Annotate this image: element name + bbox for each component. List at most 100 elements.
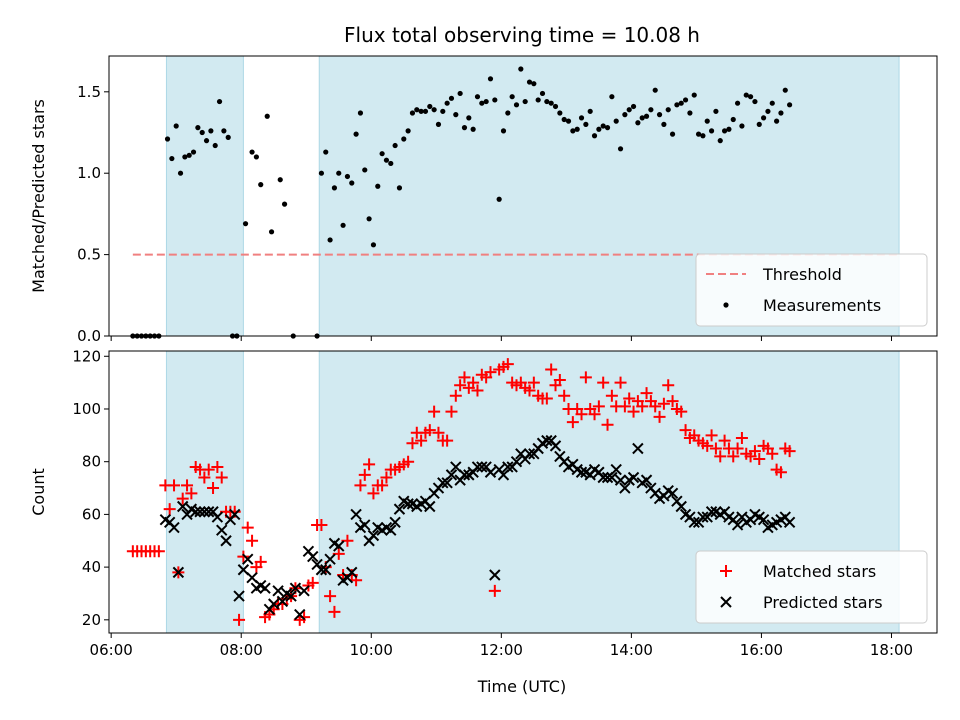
- matched-stars-point: [614, 376, 627, 389]
- matched-stars-point: [627, 405, 640, 418]
- measurement-point: [760, 115, 767, 121]
- matched-stars-point: [306, 576, 319, 589]
- y-tick-label: 60: [82, 505, 101, 523]
- predicted-stars-point: [385, 524, 397, 536]
- measurement-point: [704, 118, 710, 124]
- measurement-point: [617, 146, 624, 152]
- axes-frame: [108, 350, 938, 634]
- measurement-point: [539, 90, 546, 97]
- y-tick-label: 40: [82, 558, 101, 576]
- matched-stars-point: [181, 479, 194, 492]
- y-tick-label: 20: [82, 611, 101, 629]
- measurement-point: [565, 118, 572, 124]
- predicted-stars-point: [307, 550, 319, 563]
- matched-stars-point: [454, 379, 467, 392]
- matched-stars-point: [766, 447, 779, 460]
- predicted-stars-point: [285, 590, 297, 602]
- predicted-stars-point: [632, 442, 644, 455]
- measurement-point: [604, 125, 611, 131]
- predicted-stars-point: [458, 469, 471, 481]
- measurement-point: [661, 121, 667, 127]
- measurement-point: [522, 98, 528, 105]
- measurement-point: [652, 87, 658, 93]
- predicted-stars-point: [233, 590, 245, 602]
- measurement-point: [318, 170, 325, 176]
- measurement-point: [765, 108, 771, 114]
- predicted-stars-point: [176, 500, 189, 513]
- legend-label: Predicted stars: [763, 593, 883, 612]
- measurement-point: [639, 115, 645, 121]
- legend-measurements-handle: [723, 302, 729, 308]
- matched-stars-point: [735, 431, 748, 444]
- predicted-stars-point: [294, 608, 306, 621]
- matched-stars-point: [675, 405, 688, 418]
- matched-stars-point: [718, 434, 731, 447]
- predicted-stars-point: [229, 508, 241, 521]
- matched-stars-point: [198, 471, 211, 484]
- y-tick-label: 0.0: [77, 327, 101, 345]
- predicted-stars-point: [610, 463, 622, 476]
- predicted-stars-point: [259, 582, 271, 594]
- matched-stars-point: [363, 458, 376, 471]
- matched-stars-point: [783, 445, 796, 458]
- measurement-point: [444, 100, 450, 106]
- matched-stars-point: [449, 389, 462, 402]
- predicted-stars-point: [523, 448, 536, 460]
- measurement-point: [268, 229, 275, 235]
- measurement-point: [186, 152, 192, 158]
- matched-stars-point: [324, 590, 337, 603]
- series-predicted-stars: [159, 434, 796, 621]
- predicted-stars-point: [489, 569, 501, 581]
- predicted-stars-point: [393, 503, 406, 515]
- measurement-point: [249, 149, 255, 155]
- measurement-point: [414, 107, 420, 113]
- measurement-point: [370, 242, 377, 248]
- matched-stars-point: [207, 482, 220, 495]
- predicted-stars-point: [606, 471, 618, 484]
- predicted-stars-point: [476, 461, 488, 473]
- predicted-stars-point: [597, 471, 609, 484]
- matched-stars-point: [458, 371, 471, 384]
- measurement-point: [225, 134, 231, 140]
- predicted-stars-point: [315, 564, 328, 576]
- matched-stars-point: [471, 384, 484, 397]
- predicted-stars-point: [424, 500, 436, 513]
- measurement-point: [583, 121, 589, 127]
- predicted-stars-point: [549, 440, 562, 452]
- legend-label: Threshold: [762, 265, 842, 284]
- measurement-point: [557, 110, 563, 116]
- measurement-point: [242, 221, 249, 227]
- matched-stars-point: [592, 400, 605, 413]
- matched-stars-point: [354, 479, 367, 492]
- matched-stars-point: [540, 392, 553, 405]
- measurement-point: [375, 183, 381, 189]
- measurement-point: [591, 133, 598, 139]
- y-tick-label: 0.5: [77, 246, 101, 264]
- matched-stars-point: [488, 584, 501, 597]
- measurement-point: [195, 125, 201, 131]
- predicted-stars-point: [216, 524, 228, 536]
- y-axis-label: Matched/Predicted stars: [29, 99, 48, 293]
- predicted-stars-point: [541, 434, 553, 447]
- predicted-stars-point: [324, 553, 336, 565]
- measurement-point: [164, 136, 171, 142]
- predicted-stars-point: [666, 487, 679, 500]
- matched-stars-point: [588, 408, 601, 421]
- x-tick-label: 14:00: [610, 641, 653, 659]
- measurement-point: [700, 133, 706, 139]
- measurement-point: [774, 118, 780, 124]
- measurement-point: [221, 128, 227, 134]
- legend-frame: [695, 253, 928, 327]
- measurement-point: [353, 131, 359, 137]
- x-axis-label: Time (UTC): [477, 677, 566, 696]
- matched-stars-point: [445, 405, 458, 418]
- matched-stars-point: [558, 389, 571, 402]
- matched-stars-point: [649, 400, 662, 413]
- predicted-stars-point: [441, 477, 453, 489]
- predicted-stars-point: [333, 540, 345, 552]
- legend-frame: [695, 550, 928, 624]
- matched-stars-point: [152, 545, 165, 558]
- predicted-stars-point: [359, 519, 371, 531]
- matched-stars-point: [428, 405, 441, 418]
- measurement-point: [622, 112, 628, 118]
